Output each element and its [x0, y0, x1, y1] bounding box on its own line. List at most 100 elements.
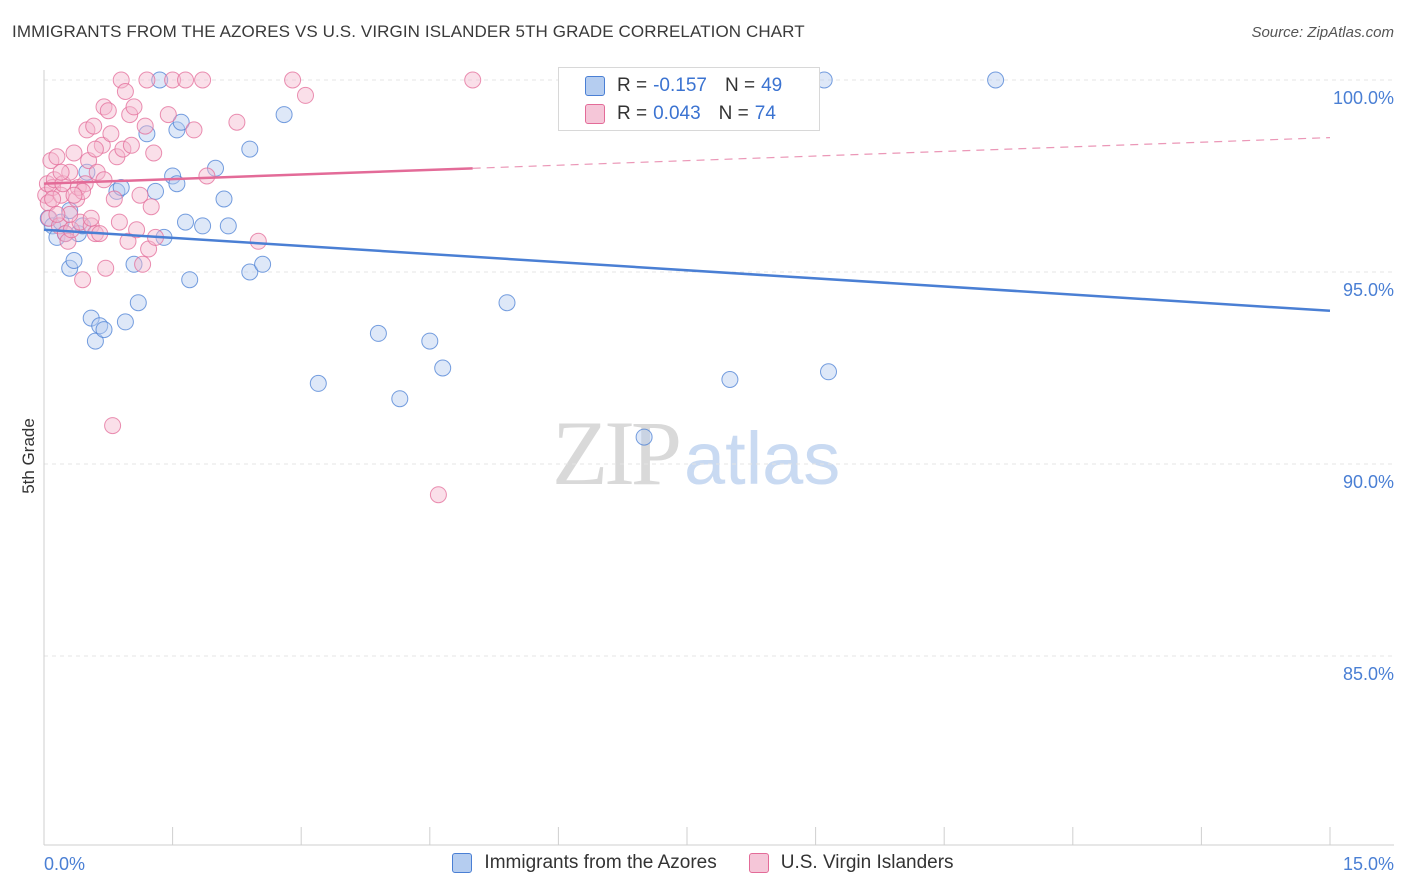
- trend-lines: [43, 137, 1331, 313]
- azores-point: [172, 113, 190, 131]
- virgin-islander-point: [48, 205, 66, 223]
- virgin-islander-point: [97, 259, 115, 277]
- virgin-islander-point: [134, 255, 152, 273]
- y-axis-label: 5th Grade: [19, 418, 38, 494]
- virgin-islander-point: [185, 121, 203, 139]
- y-tick-label: 95.0%: [1343, 280, 1394, 300]
- virgin-islander-point: [284, 71, 302, 89]
- virgin-islander-point: [74, 271, 92, 289]
- virgin-islander-point: [136, 117, 154, 135]
- legend-n-label: N =: [718, 103, 749, 124]
- azores-point: [215, 190, 233, 208]
- azores-point: [65, 252, 83, 269]
- y-tick-labels: 85.0% 90.0% 95.0% 100.0%: [1333, 88, 1394, 684]
- virgin-islander-point: [121, 106, 139, 124]
- virgin-islander-point: [104, 417, 122, 435]
- virgin-islander-point: [159, 106, 177, 124]
- virgin-islander-point: [128, 221, 146, 239]
- virgin-islander-point: [125, 98, 143, 116]
- azores-point: [254, 255, 272, 273]
- azores-point: [369, 324, 387, 342]
- series-legend-blue: Immigrants from the Azores: [452, 852, 717, 874]
- azores-point: [125, 255, 143, 273]
- virgin-islander-point: [429, 486, 447, 504]
- virgin-islander-point: [82, 209, 100, 227]
- legend-r-value: 0.043: [653, 103, 701, 124]
- legend-r-value: -0.157: [653, 75, 707, 96]
- watermark-atlas: atlas: [684, 417, 841, 500]
- pink-trend-line: [43, 167, 473, 185]
- virgin-islander-point: [142, 198, 160, 216]
- y-tick-label: 90.0%: [1343, 472, 1394, 492]
- series-swatch-blue: [452, 853, 473, 873]
- source-label: Source: ZipAtlas.com: [1251, 24, 1394, 41]
- azores-point: [421, 332, 439, 350]
- azores-point: [275, 106, 293, 124]
- virgin-islander-point: [99, 102, 117, 120]
- legend-row-blue: R = -0.157 N = 49: [559, 72, 782, 100]
- virgin-islander-point: [145, 144, 163, 162]
- blue-trend-line: [43, 228, 1331, 313]
- virgin-islander-point: [116, 83, 134, 100]
- legend-r-label: R =: [617, 75, 648, 96]
- legend-n-value: 74: [754, 103, 776, 124]
- azores-point: [151, 71, 169, 89]
- x-tick-label-max: 15.0%: [1343, 854, 1394, 874]
- azores-point: [61, 259, 79, 277]
- virgin-islander-point: [85, 117, 103, 135]
- chart-title: IMMIGRANTS FROM THE AZORES VS U.S. VIRGI…: [12, 22, 805, 41]
- series-label-pink: U.S. Virgin Islanders: [780, 852, 954, 873]
- virgin-islander-point: [297, 86, 314, 104]
- azores-point: [168, 121, 186, 139]
- virgin-islander-point: [65, 144, 83, 162]
- series-legend: Immigrants from the Azores U.S. Virgin I…: [0, 852, 1406, 874]
- pink-trend-line-dashed: [472, 137, 1331, 169]
- virgin-islander-point: [102, 125, 120, 143]
- watermark-zip: ZIP: [552, 402, 682, 504]
- virgin-islander-point: [110, 213, 128, 231]
- legend-n-label: N =: [724, 75, 756, 96]
- legend-swatch-pink: [585, 104, 605, 124]
- series-label-blue: Immigrants from the Azores: [484, 852, 717, 873]
- virgin-islander-point: [86, 140, 104, 158]
- azores-point: [820, 363, 837, 381]
- virgin-islander-point: [177, 71, 194, 89]
- series-swatch-pink: [748, 853, 769, 873]
- legend-r-label: R =: [617, 103, 648, 124]
- virgin-islander-point: [138, 71, 156, 89]
- azores-point: [129, 294, 147, 312]
- azores-point: [241, 140, 259, 158]
- virgin-islander-point: [65, 186, 83, 204]
- azores-point: [309, 374, 327, 392]
- virgin-islander-point: [52, 163, 70, 181]
- x-tick-label-min: 0.0%: [44, 854, 85, 874]
- virgin-islander-point: [249, 232, 267, 250]
- watermark: ZIPatlas: [552, 400, 840, 506]
- virgin-islander-point: [61, 163, 79, 181]
- x-tick-marks: [43, 827, 1331, 845]
- virgin-islander-point: [131, 186, 149, 204]
- virgin-islander-point: [194, 71, 212, 89]
- azores-point: [498, 294, 516, 312]
- stats-legend: R = -0.157 N = 49 R = 0.043 N = 74: [558, 67, 820, 131]
- azores-point: [219, 217, 237, 235]
- data-points: [37, 71, 1005, 504]
- y-tick-label: 100.0%: [1333, 88, 1394, 108]
- azores-point: [95, 321, 113, 339]
- azores-point: [177, 213, 194, 231]
- azores-point: [116, 313, 134, 331]
- virgin-islander-point: [48, 148, 66, 166]
- virgin-islander-point: [122, 136, 140, 154]
- series-legend-pink: U.S. Virgin Islanders: [748, 852, 954, 874]
- azores-point: [194, 217, 212, 235]
- y-tick-label: 85.0%: [1343, 664, 1394, 684]
- virgin-islander-point: [164, 71, 182, 89]
- virgin-islander-point: [61, 205, 79, 223]
- virgin-islander-point: [44, 190, 62, 208]
- legend-n-value: 49: [761, 75, 783, 96]
- legend-swatch-blue: [585, 76, 605, 96]
- virgin-islander-point: [114, 140, 132, 158]
- azores-point: [434, 359, 452, 377]
- azores-point: [241, 263, 259, 281]
